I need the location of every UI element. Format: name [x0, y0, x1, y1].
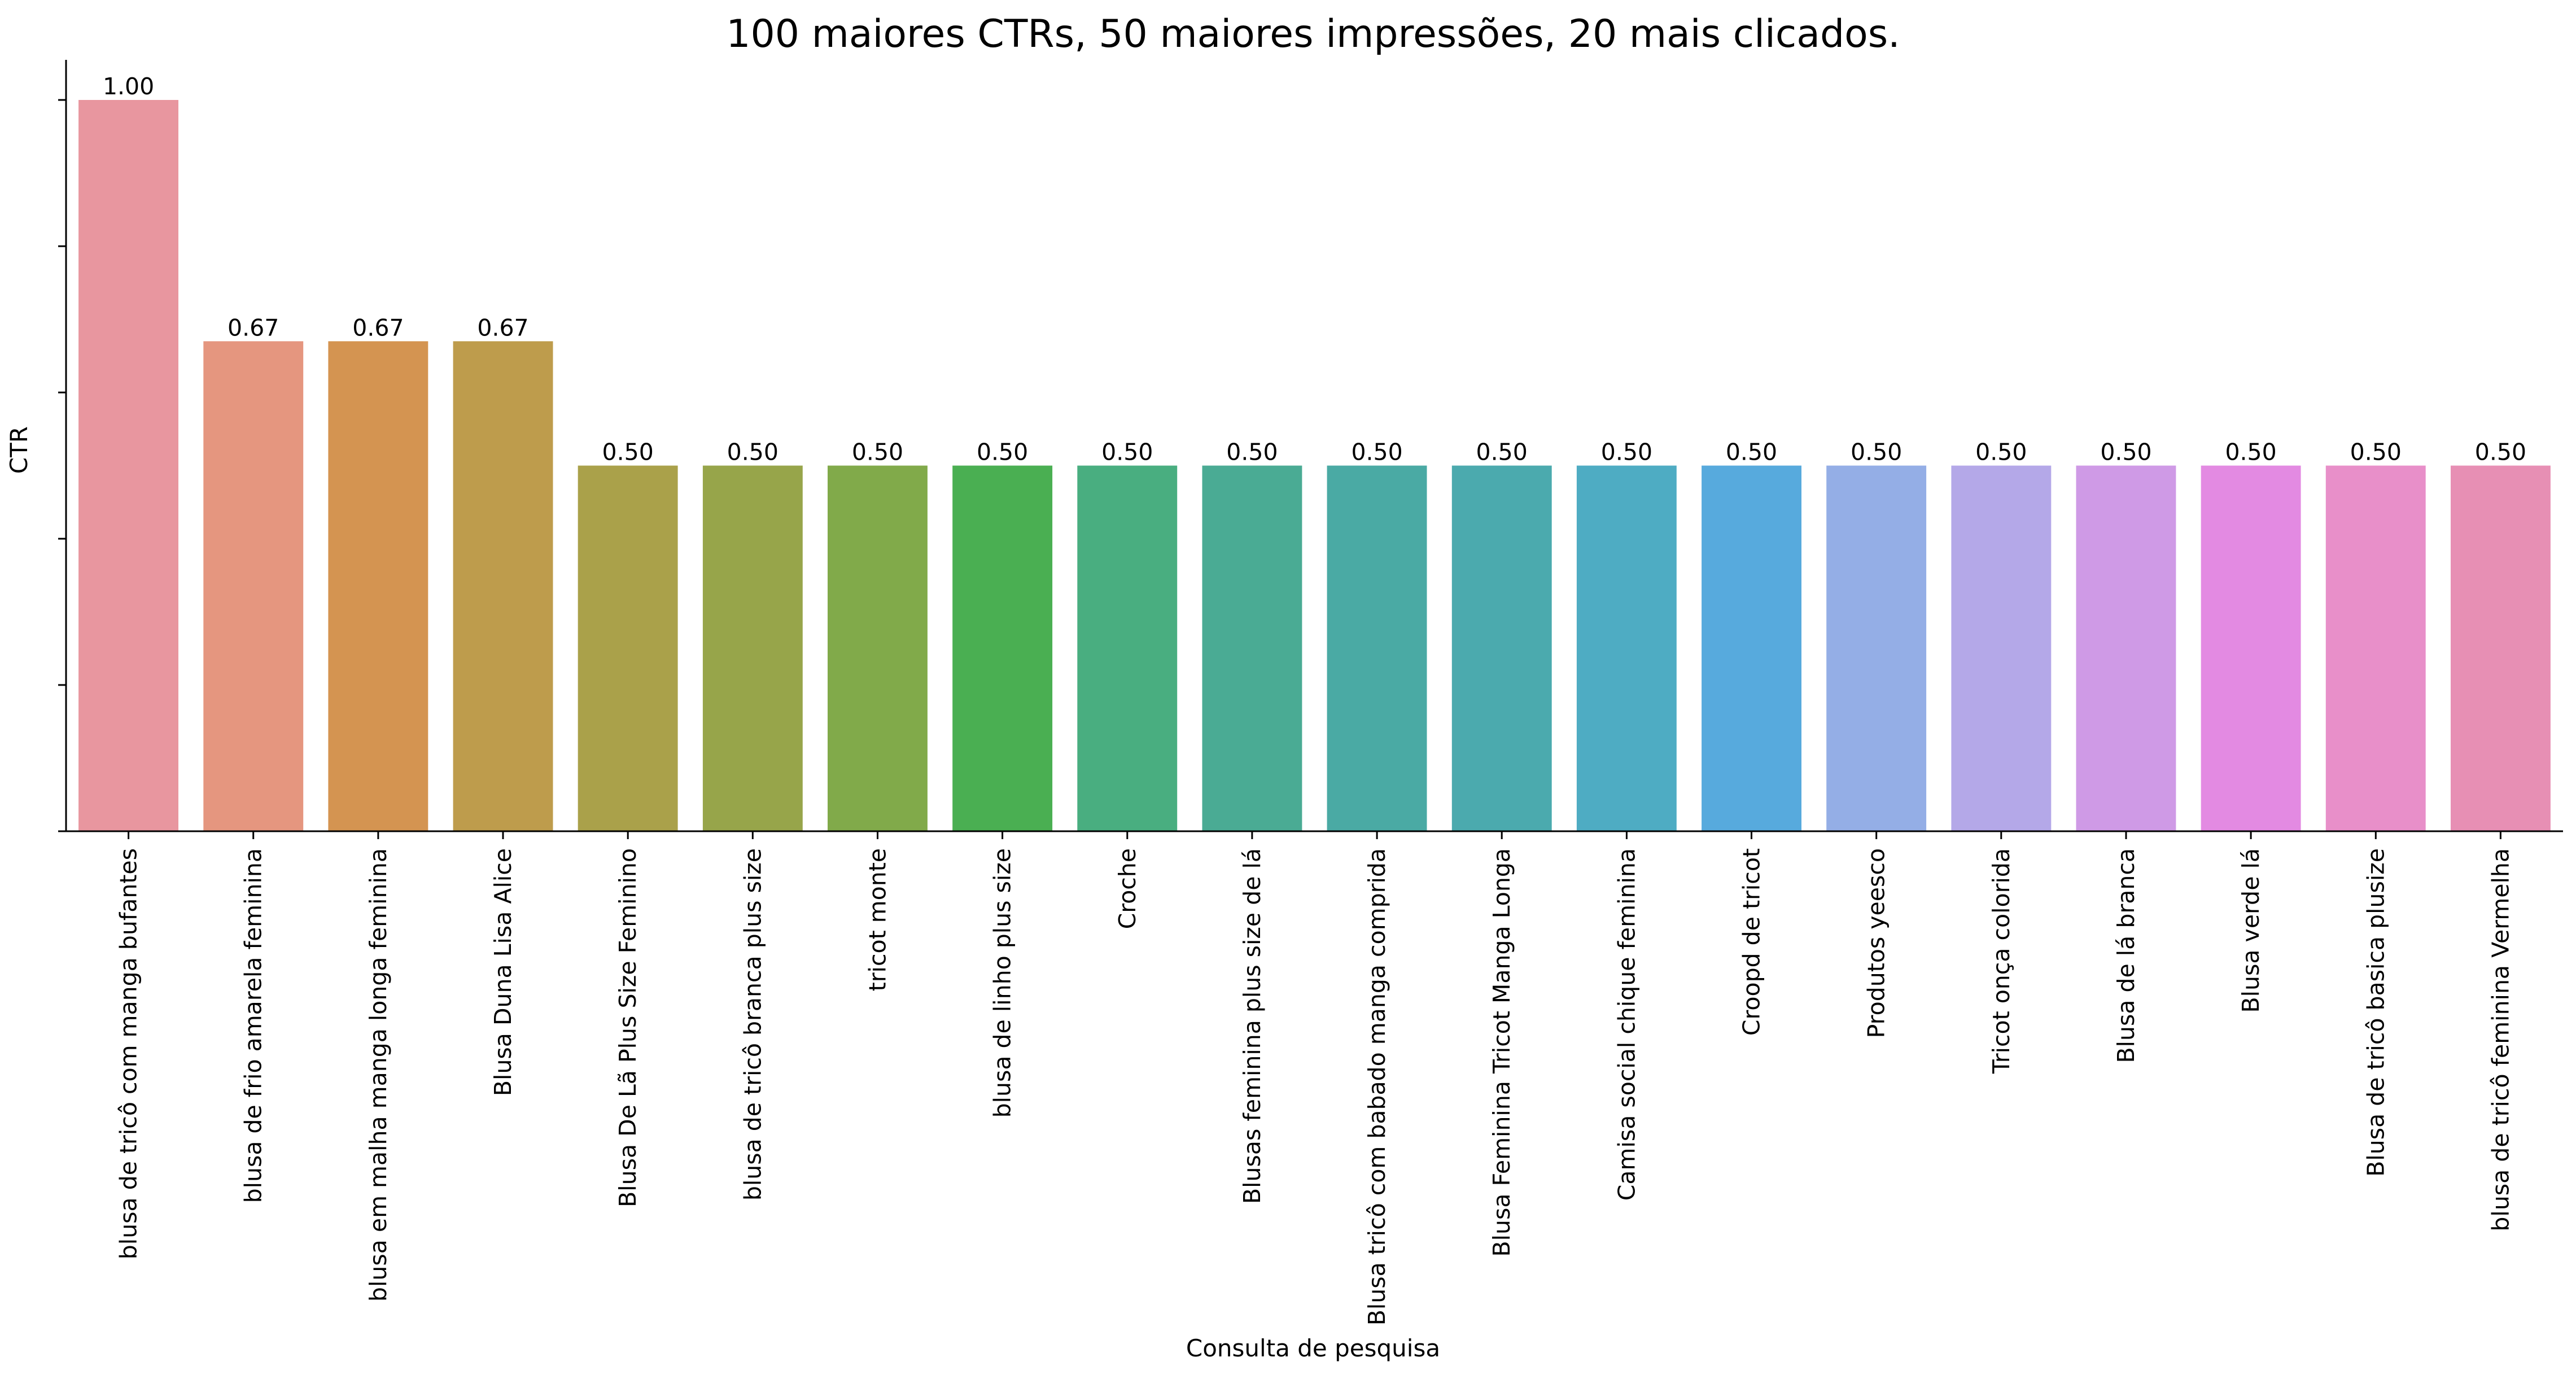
- bar: [2201, 465, 2301, 831]
- x-tick-label: Blusa Duna Lisa Alice: [489, 848, 517, 1096]
- bar: [328, 341, 428, 831]
- x-tick-label: Croche: [1114, 848, 1141, 929]
- bar-value-label: 0.50: [1975, 439, 2027, 466]
- y-axis-label: CTR: [5, 426, 33, 474]
- bar: [1702, 465, 1801, 831]
- bar-value-label: 0.50: [1351, 439, 1402, 466]
- bar: [78, 100, 178, 831]
- x-tick-label: blusa de tricô com manga bufantes: [115, 848, 142, 1259]
- x-tick-label: Blusa verde lá: [2237, 848, 2264, 1013]
- bar-value-label: 0.50: [727, 439, 779, 466]
- bar-value-label: 0.50: [1851, 439, 1902, 466]
- bar-value-label: 0.67: [352, 314, 404, 341]
- x-tick-label: Blusa tricô com babado manga comprida: [1363, 848, 1390, 1325]
- x-ticks-layer: blusa de tricô com manga bufantes blusa d…: [115, 831, 2514, 1325]
- bar-value-label: 0.50: [1601, 439, 1652, 466]
- x-tick-label: Produtos yeesco: [1863, 848, 1890, 1038]
- bar-value-label: 0.50: [2350, 439, 2402, 466]
- x-tick-label: Camisa social chique feminina: [1613, 848, 1640, 1201]
- bar: [2076, 465, 2176, 831]
- x-tick-label: blusa de tricô branca plus size: [739, 848, 766, 1201]
- bar-value-label: 0.50: [2225, 439, 2276, 466]
- x-tick-label: Croopd de tricot: [1738, 848, 1765, 1036]
- x-tick-label: Tricot onça colorida: [1988, 848, 2015, 1074]
- bar: [828, 465, 928, 831]
- x-tick-label: Blusa de lá branca: [2113, 848, 2140, 1063]
- bar: [1826, 465, 1927, 831]
- bar-value-label: 0.50: [1226, 439, 1278, 466]
- data-labels-layer: 1.00 0.67 0.67 0.67 0.50 0.50 0.50 0.50 0.50 0.50…: [103, 73, 2526, 466]
- bar-value-label: 0.50: [1476, 439, 1528, 466]
- bar: [1077, 465, 1178, 831]
- x-tick-label: blusa em malha manga longa feminina: [365, 848, 392, 1302]
- bar: [453, 341, 553, 831]
- bar-value-label: 0.67: [477, 314, 528, 341]
- x-tick-label: blusa de tricô feminina Vermelha: [2487, 848, 2514, 1232]
- bar: [1327, 465, 1427, 831]
- bar: [2451, 465, 2551, 831]
- bars-layer: [78, 100, 2551, 831]
- x-tick-label: blusa de frio amarela feminina: [240, 848, 267, 1203]
- bar: [702, 465, 803, 831]
- x-tick-label: Blusa De Lã Plus Size Feminino: [614, 848, 641, 1207]
- x-tick-label: Blusas feminina plus size de lá: [1239, 848, 1266, 1204]
- bar-value-label: 0.50: [602, 439, 654, 466]
- x-tick-label: Blusa Feminina Tricot Manga Longa: [1488, 848, 1515, 1256]
- x-tick-label: tricot monte: [864, 848, 891, 991]
- bar-value-label: 0.50: [1726, 439, 1777, 466]
- x-tick-label: Blusa de tricô basica plusize: [2362, 848, 2389, 1177]
- bar-value-label: 0.50: [1101, 439, 1153, 466]
- bar: [203, 341, 304, 831]
- chart-title: 100 maiores CTRs, 50 maiores impressões,…: [726, 12, 1900, 56]
- bar: [1576, 465, 1677, 831]
- bar-value-label: 0.50: [2100, 439, 2151, 466]
- bar-value-label: 0.50: [852, 439, 903, 466]
- bar-value-label: 1.00: [103, 73, 154, 100]
- y-ticks-layer: [58, 99, 66, 832]
- bar: [1451, 465, 1552, 831]
- bar: [952, 465, 1053, 831]
- bar-value-label: 0.50: [2475, 439, 2526, 466]
- x-axis-label: Consulta de pesquisa: [1186, 1334, 1440, 1362]
- bar-value-label: 0.67: [228, 314, 279, 341]
- bar: [578, 465, 678, 831]
- bar-value-label: 0.50: [977, 439, 1028, 466]
- bar: [2325, 465, 2426, 831]
- bar: [1951, 465, 2052, 831]
- bar: [1202, 465, 1302, 831]
- x-tick-label: blusa de linho plus size: [989, 848, 1016, 1118]
